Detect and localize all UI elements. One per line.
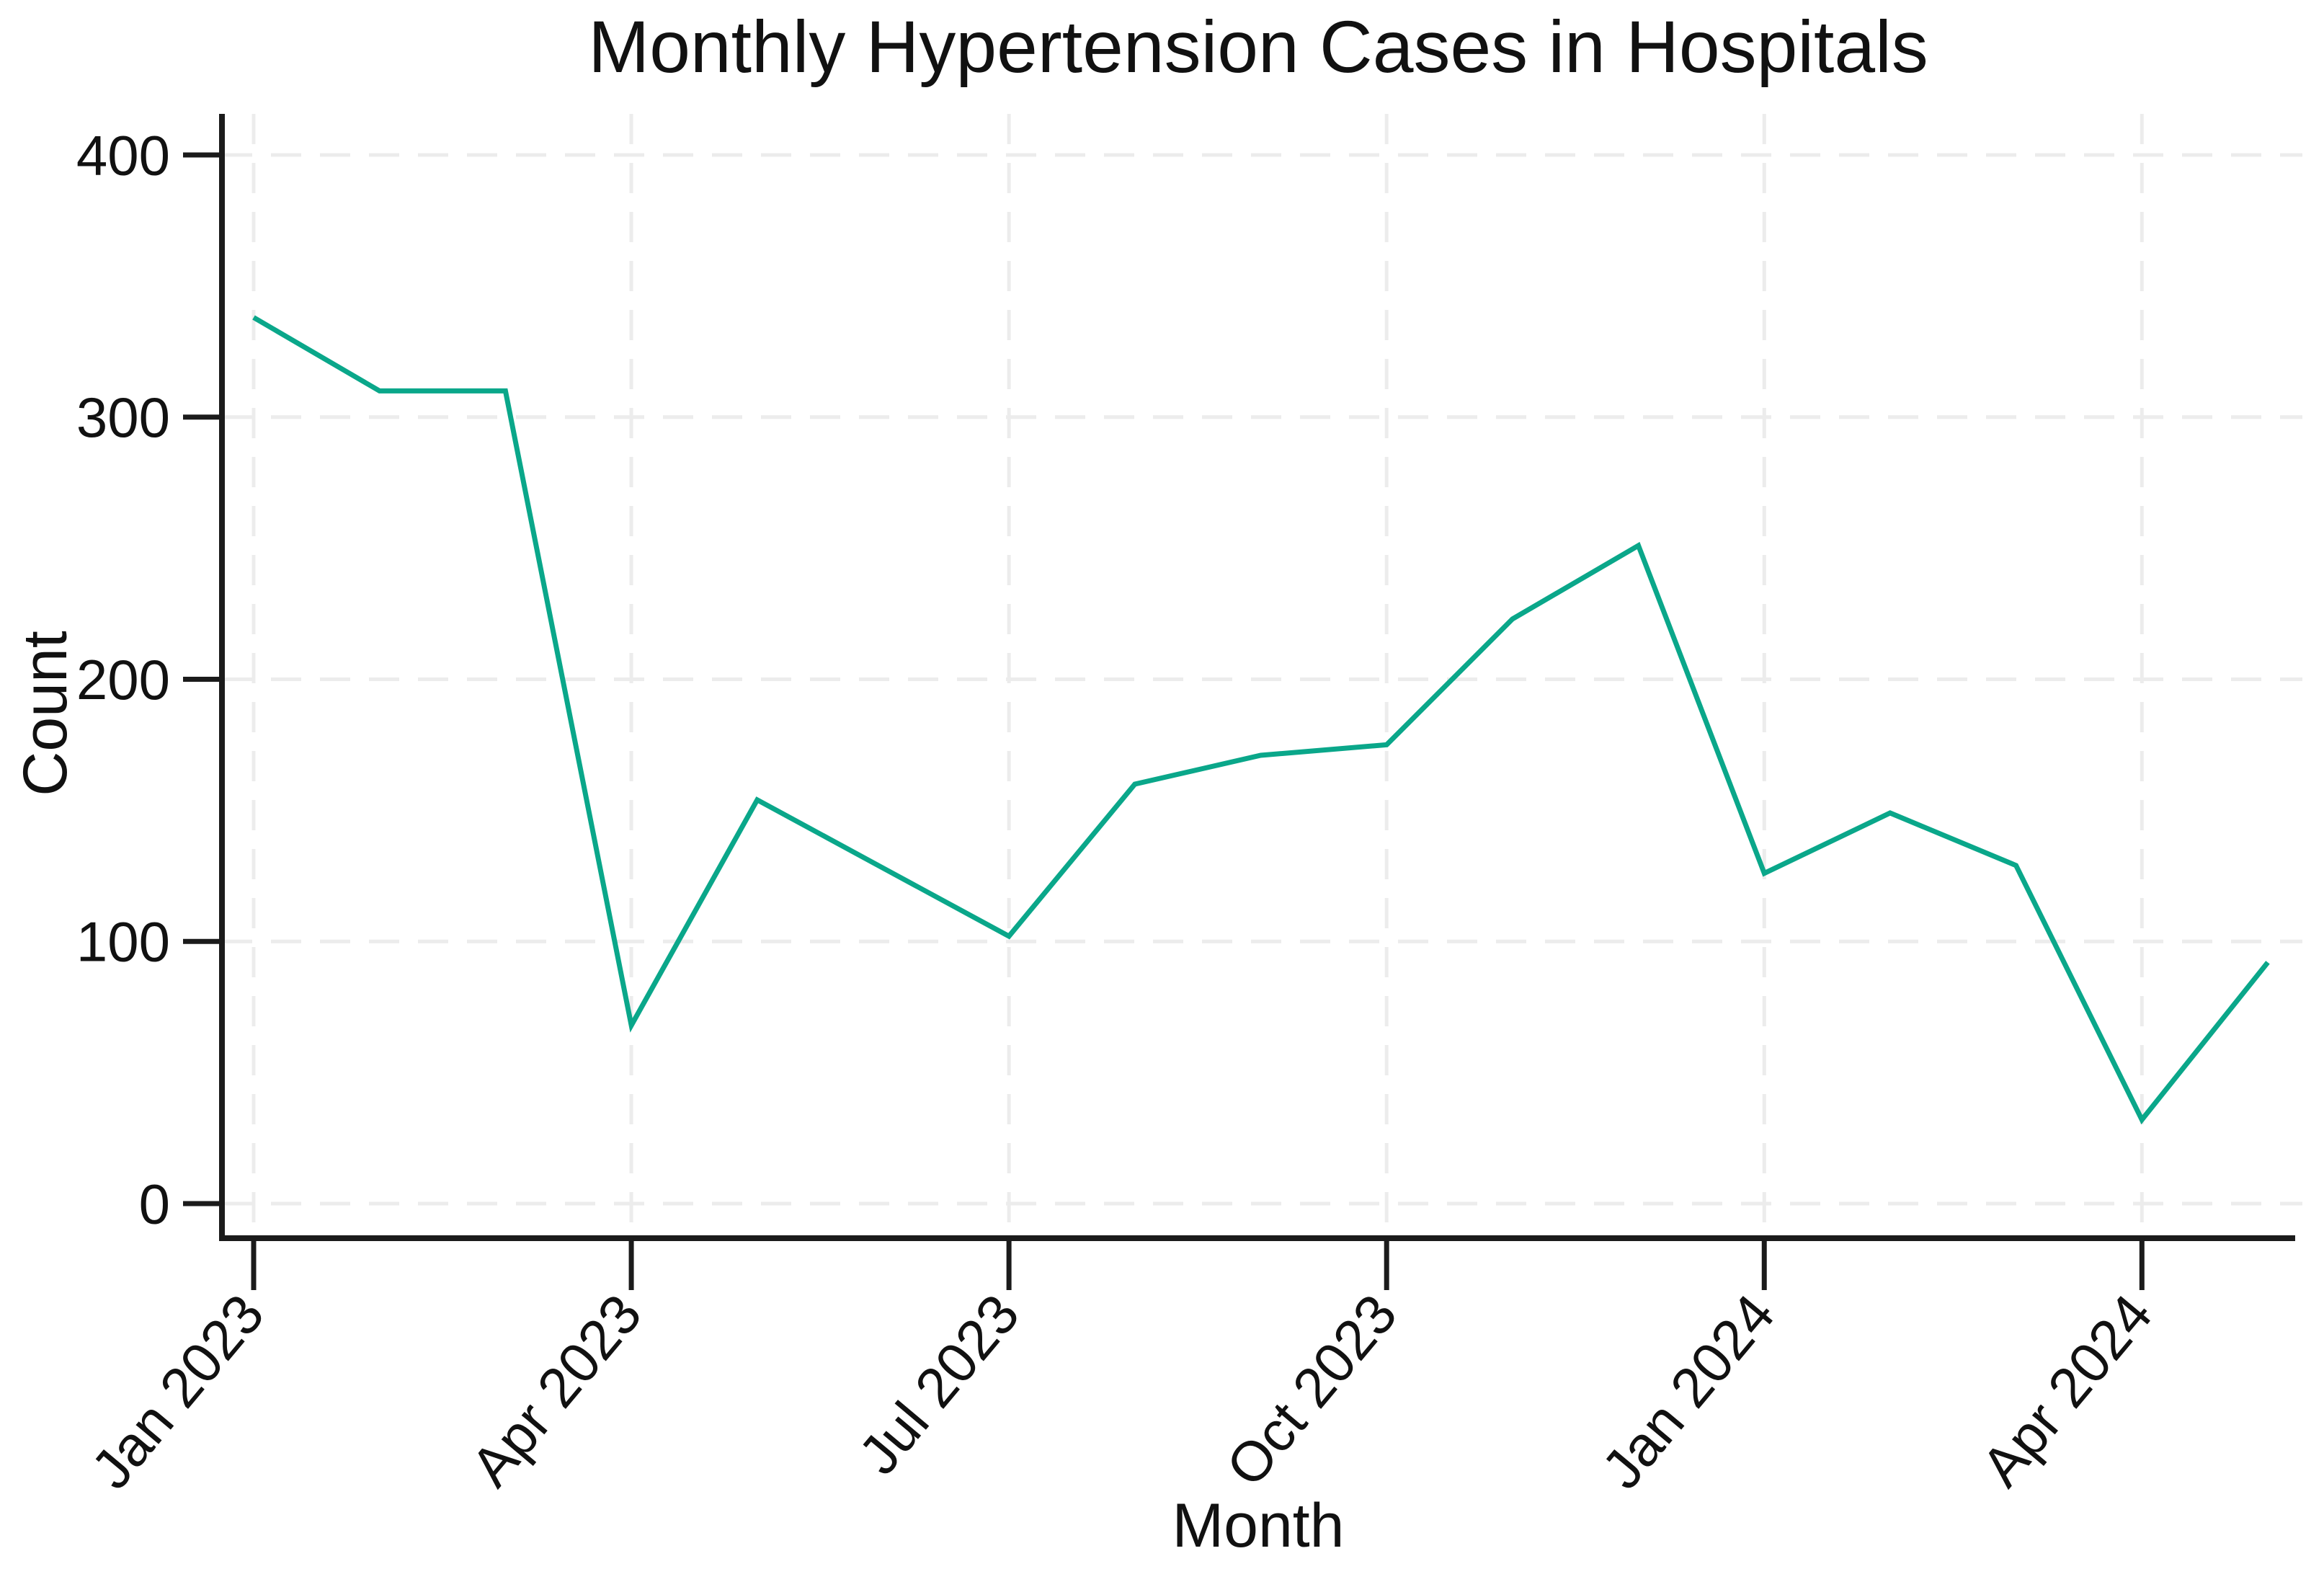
x-tick-label: Jan 2023 [79,1282,276,1500]
y-tick-label: 200 [76,648,170,711]
y-tick-label: 0 [139,1172,170,1235]
chart-title: Monthly Hypertension Cases in Hospitals [588,6,1928,88]
x-tick-label: Jul 2023 [846,1282,1031,1485]
x-tick-label: Apr 2024 [1969,1282,2164,1498]
x-tick-label: Apr 2023 [458,1282,654,1498]
x-tick-label: Oct 2023 [1214,1282,1409,1498]
series-line [252,315,2270,1125]
y-tick-label: 400 [76,123,170,187]
x-tick-layer: Jan 2023 Apr 2023 Jul 2023 Oct 2023 Jan 2024… [79,1238,2164,1501]
series-layer [252,315,2270,1125]
y-tick-label: 300 [76,386,170,449]
x-tick-label: Jan 2024 [1590,1282,1787,1500]
y-tick-label: 100 [76,910,170,974]
x-axis-title: Month [1172,1491,1344,1560]
y-tick-layer: 0 100 200 300 400 [76,123,222,1235]
y-axis-title: Count [11,631,80,796]
grid-layer [222,114,2302,1238]
